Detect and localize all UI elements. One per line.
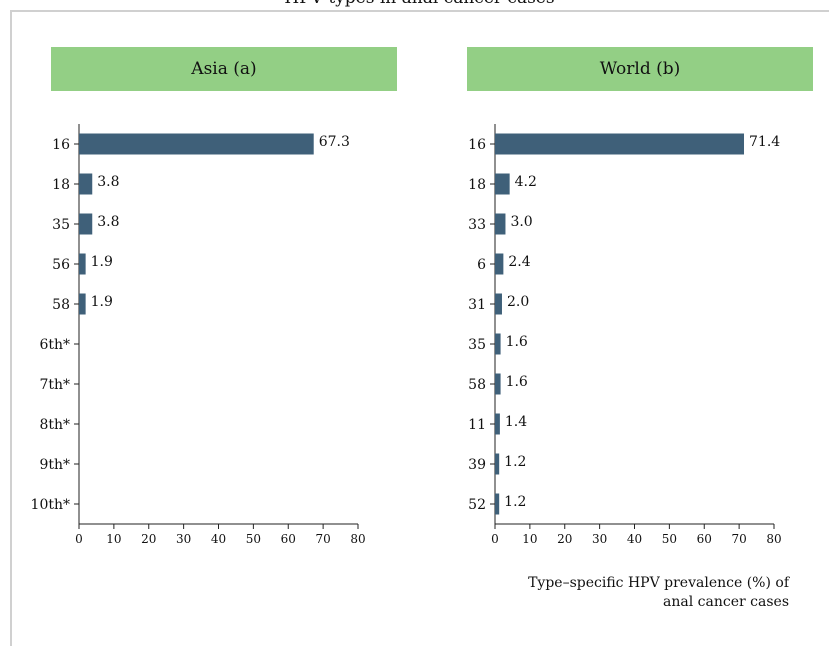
world-value-label: 1.2 bbox=[504, 454, 526, 470]
world-x-tick-label: 80 bbox=[766, 532, 781, 546]
world-value-label: 3.0 bbox=[510, 214, 532, 230]
panel-header-world: World (b) bbox=[467, 47, 813, 91]
asia-x-tick-label: 20 bbox=[141, 532, 156, 546]
asia-x-tick-label: 50 bbox=[246, 532, 261, 546]
asia-bar bbox=[79, 253, 86, 275]
asia-category-label: 9th* bbox=[39, 457, 70, 473]
asia-bar bbox=[79, 133, 314, 155]
world-x-tick-label: 0 bbox=[491, 532, 499, 546]
frame-top-border bbox=[10, 10, 829, 12]
world-value-label: 2.4 bbox=[508, 254, 530, 270]
world-bar bbox=[495, 173, 510, 195]
world-bar bbox=[495, 293, 502, 315]
asia-bar bbox=[79, 213, 93, 235]
asia-category-label: 56 bbox=[52, 257, 70, 273]
world-category-label: 31 bbox=[468, 297, 486, 313]
world-bar bbox=[495, 373, 501, 395]
axis-footnote-line-2: anal cancer cases bbox=[663, 594, 789, 610]
asia-value-label: 1.9 bbox=[91, 254, 113, 270]
world-value-label: 1.6 bbox=[506, 374, 528, 390]
world-category-label: 18 bbox=[468, 177, 486, 193]
page-title: HPV types in anal cancer cases bbox=[0, 0, 839, 8]
world-bar bbox=[495, 333, 501, 355]
asia-x-tick-label: 0 bbox=[75, 532, 83, 546]
asia-category-label: 6th* bbox=[39, 337, 70, 353]
world-category-label: 16 bbox=[468, 137, 486, 153]
world-category-label: 33 bbox=[468, 217, 486, 233]
asia-category-label: 18 bbox=[52, 177, 70, 193]
asia-value-label: 3.8 bbox=[97, 174, 119, 190]
world-x-tick-label: 70 bbox=[731, 532, 746, 546]
asia-x-tick-label: 80 bbox=[350, 532, 365, 546]
world-bar bbox=[495, 213, 506, 235]
asia-category-label: 8th* bbox=[39, 417, 70, 433]
asia-value-label: 3.8 bbox=[97, 214, 119, 230]
world-bar bbox=[495, 253, 504, 275]
asia-bar bbox=[79, 293, 86, 315]
world-value-label: 4.2 bbox=[515, 174, 537, 190]
world-value-label: 2.0 bbox=[507, 294, 529, 310]
world-category-label: 6 bbox=[477, 257, 486, 273]
world-x-tick-label: 50 bbox=[662, 532, 677, 546]
asia-x-tick-label: 10 bbox=[106, 532, 121, 546]
world-bar bbox=[495, 133, 745, 155]
world-x-tick-label: 60 bbox=[697, 532, 712, 546]
world-category-label: 58 bbox=[468, 377, 486, 393]
world-x-tick-label: 40 bbox=[627, 532, 642, 546]
world-category-label: 39 bbox=[468, 457, 486, 473]
asia-x-tick-label: 40 bbox=[211, 532, 226, 546]
world-bar bbox=[495, 453, 500, 475]
world-category-label: 35 bbox=[468, 337, 486, 353]
asia-x-tick-label: 70 bbox=[315, 532, 330, 546]
world-x-tick-label: 20 bbox=[557, 532, 572, 546]
world-category-label: 11 bbox=[468, 417, 486, 433]
asia-category-label: 35 bbox=[52, 217, 70, 233]
world-bar bbox=[495, 493, 500, 515]
world-bar bbox=[495, 413, 500, 435]
frame-left-border bbox=[10, 10, 12, 646]
asia-bar bbox=[79, 173, 93, 195]
asia-category-label: 16 bbox=[52, 137, 70, 153]
world-value-label: 71.4 bbox=[749, 134, 780, 150]
world-value-label: 1.2 bbox=[504, 494, 526, 510]
asia-value-label: 1.9 bbox=[91, 294, 113, 310]
asia-category-label: 10th* bbox=[31, 497, 70, 513]
world-value-label: 1.4 bbox=[505, 414, 527, 430]
axis-footnote: Type–specific HPV prevalence (%) of anal… bbox=[528, 574, 789, 612]
axis-footnote-line-1: Type–specific HPV prevalence (%) of bbox=[528, 575, 789, 591]
asia-category-label: 7th* bbox=[39, 377, 70, 393]
world-x-tick-label: 10 bbox=[522, 532, 537, 546]
asia-x-tick-label: 60 bbox=[281, 532, 296, 546]
panel-header-asia: Asia (a) bbox=[51, 47, 397, 91]
asia-value-label: 67.3 bbox=[319, 134, 350, 150]
asia-category-label: 58 bbox=[52, 297, 70, 313]
world-value-label: 1.6 bbox=[506, 334, 528, 350]
world-category-label: 52 bbox=[468, 497, 486, 513]
asia-x-tick-label: 30 bbox=[176, 532, 191, 546]
world-x-tick-label: 30 bbox=[592, 532, 607, 546]
